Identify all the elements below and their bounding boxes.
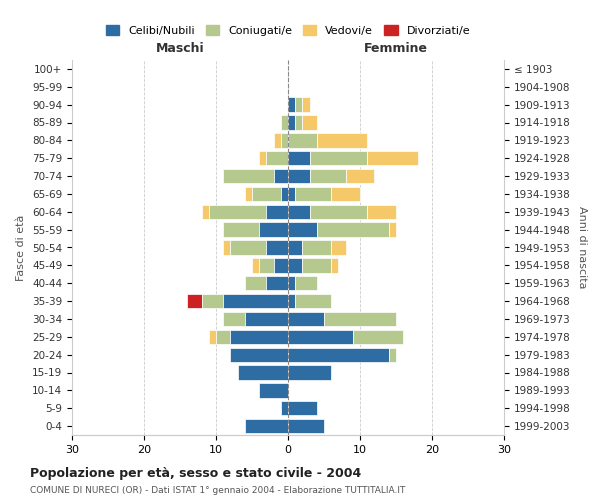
Bar — [288, 222, 317, 237]
Bar — [252, 187, 281, 201]
Bar — [281, 116, 288, 130]
Bar — [288, 401, 317, 415]
Bar — [288, 98, 295, 112]
Bar — [288, 133, 317, 148]
Bar — [288, 276, 295, 290]
Bar — [288, 240, 302, 254]
Bar — [331, 240, 346, 254]
Bar — [245, 276, 266, 290]
Bar — [288, 116, 295, 130]
Bar — [223, 312, 245, 326]
Bar — [216, 330, 230, 344]
Bar — [187, 294, 202, 308]
Bar — [230, 348, 288, 362]
Bar — [288, 151, 310, 166]
Bar — [266, 240, 288, 254]
Bar — [230, 240, 266, 254]
Bar — [353, 330, 403, 344]
Bar — [288, 366, 331, 380]
Bar — [367, 204, 396, 219]
Bar — [259, 222, 288, 237]
Bar — [266, 151, 288, 166]
Bar — [389, 222, 396, 237]
Bar — [281, 187, 288, 201]
Bar — [288, 294, 295, 308]
Bar — [288, 348, 389, 362]
Bar — [288, 187, 295, 201]
Bar — [331, 258, 338, 272]
Bar — [310, 204, 367, 219]
Bar — [266, 204, 288, 219]
Bar — [223, 222, 259, 237]
Bar — [302, 116, 317, 130]
Bar — [288, 312, 324, 326]
Text: Popolazione per età, sesso e stato civile - 2004: Popolazione per età, sesso e stato civil… — [30, 468, 361, 480]
Bar — [209, 204, 266, 219]
Legend: Celibi/Nubili, Coniugati/e, Vedovi/e, Divorziati/e: Celibi/Nubili, Coniugati/e, Vedovi/e, Di… — [101, 20, 475, 40]
Bar — [202, 294, 223, 308]
Bar — [245, 187, 252, 201]
Bar — [259, 383, 288, 398]
Bar — [302, 240, 331, 254]
Bar — [223, 169, 274, 183]
Bar — [302, 258, 331, 272]
Bar — [295, 187, 331, 201]
Bar — [252, 258, 259, 272]
Bar — [259, 151, 266, 166]
Bar — [331, 187, 360, 201]
Bar — [288, 419, 324, 433]
Bar — [295, 116, 302, 130]
Bar — [209, 330, 216, 344]
Bar — [389, 348, 396, 362]
Bar — [245, 312, 288, 326]
Bar — [288, 258, 302, 272]
Bar — [310, 169, 346, 183]
Text: Femmine: Femmine — [364, 42, 428, 54]
Bar — [295, 294, 331, 308]
Bar — [288, 169, 310, 183]
Bar — [202, 204, 209, 219]
Bar — [238, 366, 288, 380]
Bar — [223, 294, 288, 308]
Bar — [367, 151, 418, 166]
Bar — [302, 98, 310, 112]
Bar — [259, 258, 274, 272]
Bar — [274, 169, 288, 183]
Bar — [310, 151, 367, 166]
Bar — [223, 240, 230, 254]
Bar — [317, 133, 367, 148]
Bar — [324, 312, 396, 326]
Bar — [266, 276, 288, 290]
Bar — [346, 169, 374, 183]
Y-axis label: Anni di nascita: Anni di nascita — [577, 206, 587, 289]
Bar — [274, 133, 281, 148]
Y-axis label: Fasce di età: Fasce di età — [16, 214, 26, 280]
Text: COMUNE DI NURECI (OR) - Dati ISTAT 1° gennaio 2004 - Elaborazione TUTTITALIA.IT: COMUNE DI NURECI (OR) - Dati ISTAT 1° ge… — [30, 486, 406, 495]
Bar — [274, 258, 288, 272]
Bar — [295, 98, 302, 112]
Bar — [281, 133, 288, 148]
Bar — [288, 204, 310, 219]
Bar — [281, 401, 288, 415]
Bar — [288, 330, 353, 344]
Bar — [317, 222, 389, 237]
Text: Maschi: Maschi — [155, 42, 205, 54]
Bar — [230, 330, 288, 344]
Bar — [245, 419, 288, 433]
Bar — [295, 276, 317, 290]
